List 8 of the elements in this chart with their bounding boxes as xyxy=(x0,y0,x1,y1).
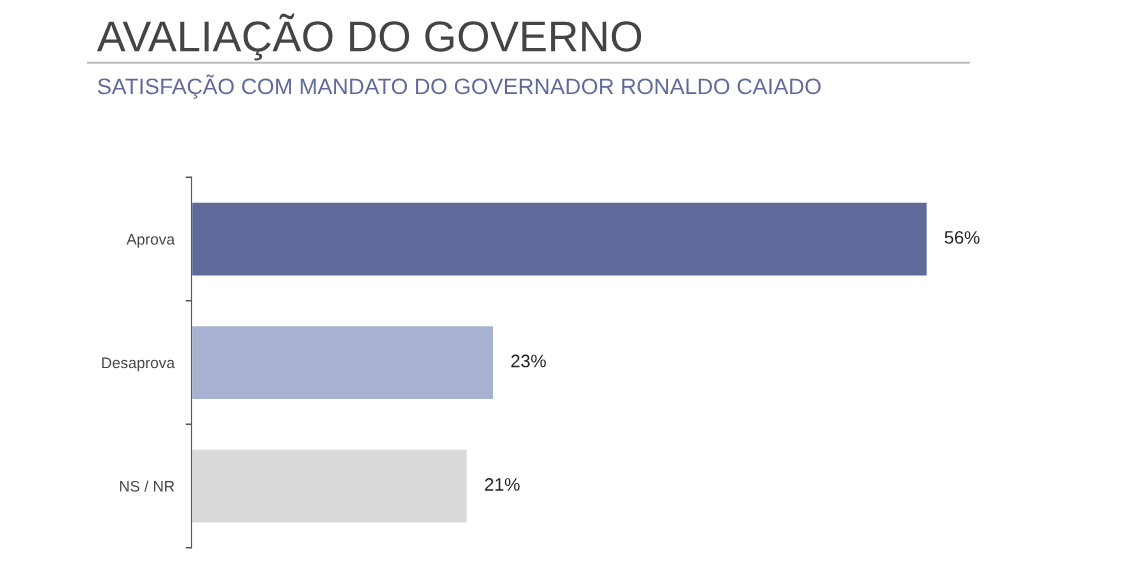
y-tick-label: Desaprova xyxy=(102,357,175,372)
chart-subtitle: SATISFAÇÃO COM MANDATO DO GOVERNADOR RONALDO CAIADO xyxy=(97,74,821,99)
data-label: 23% xyxy=(511,354,546,368)
y-tick-label: Aprova xyxy=(126,234,175,248)
y-tick-label: NS / NR xyxy=(120,480,175,492)
data-label: 56% xyxy=(944,231,980,244)
chart-title: AVALIAÇÃO DO GOVERNO xyxy=(96,13,642,61)
data-label: 21% xyxy=(485,478,520,491)
